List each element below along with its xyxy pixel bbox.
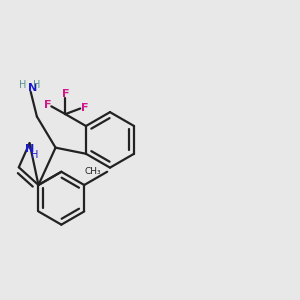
- Text: F: F: [44, 100, 51, 110]
- Text: CH₃: CH₃: [85, 167, 101, 176]
- Text: H: H: [33, 80, 40, 90]
- Text: H: H: [19, 80, 27, 90]
- Text: F: F: [81, 103, 89, 112]
- Text: N: N: [25, 144, 34, 154]
- Text: N: N: [28, 82, 37, 93]
- Text: H: H: [32, 150, 39, 160]
- Text: F: F: [61, 89, 69, 99]
